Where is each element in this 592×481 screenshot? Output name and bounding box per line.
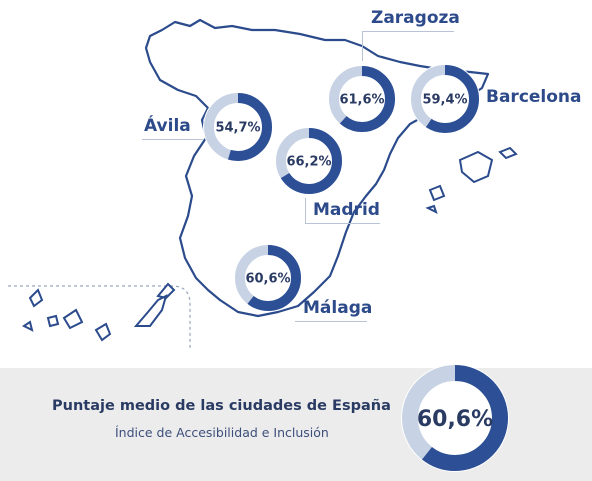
mallorca-outline (458, 150, 494, 184)
ring-zaragoza-value: 61,6% (339, 93, 384, 108)
canary-island-6 (133, 294, 168, 327)
ring-avila: 54,7% (203, 92, 273, 162)
menorca-outline (498, 146, 518, 160)
leader-madrid (305, 223, 380, 224)
canary-island-7 (156, 282, 176, 300)
ring-malaga-value: 60,6% (245, 272, 290, 287)
summary-title: Puntaje medio de las ciudades de España (52, 398, 391, 414)
ring-zaragoza: 61,6% (328, 65, 396, 133)
ring-barcelona-value: 59,4% (422, 93, 467, 108)
ibiza-outline (428, 184, 446, 202)
ring-barcelona: 59,4% (410, 64, 480, 134)
leader-malaga (295, 321, 367, 322)
city-rings: 61,6% 59,4% 54,7% 66,2% 60,6% (203, 64, 480, 312)
city-label-avila: Ávila (144, 116, 191, 136)
canary-island-5 (94, 322, 112, 342)
summary-subtitle: Índice de Accesibilidad e Inclusión (115, 425, 329, 440)
canary-island-2 (22, 320, 34, 332)
city-label-zaragoza: Zaragoza (371, 8, 460, 28)
leader-zaragoza-v (362, 31, 363, 61)
canary-island-1 (28, 288, 44, 308)
ring-barcelona-arc (411, 65, 479, 133)
leader-madrid-v (305, 198, 306, 223)
ring-madrid: 66,2% (275, 127, 343, 195)
ring-malaga: 60,6% (234, 244, 302, 312)
ring-madrid-arc (276, 128, 342, 194)
peninsula-outline (144, 18, 490, 318)
ring-avila-arc (204, 93, 272, 161)
formentera-outline (425, 204, 438, 214)
city-label-madrid: Madrid (313, 200, 380, 220)
leader-avila (142, 139, 204, 140)
canary-inset-frame (8, 285, 191, 348)
canary-island-4 (62, 308, 84, 330)
canary-island-3 (46, 314, 60, 328)
ring-avila-value: 54,7% (215, 121, 260, 136)
ring-madrid-value: 66,2% (286, 155, 331, 170)
leader-zaragoza (362, 31, 454, 32)
ring-malaga-arc (235, 245, 301, 311)
city-label-barcelona: Barcelona (486, 87, 582, 107)
city-label-malaga: Málaga (303, 298, 373, 318)
ring-zaragoza-arc (329, 66, 395, 132)
